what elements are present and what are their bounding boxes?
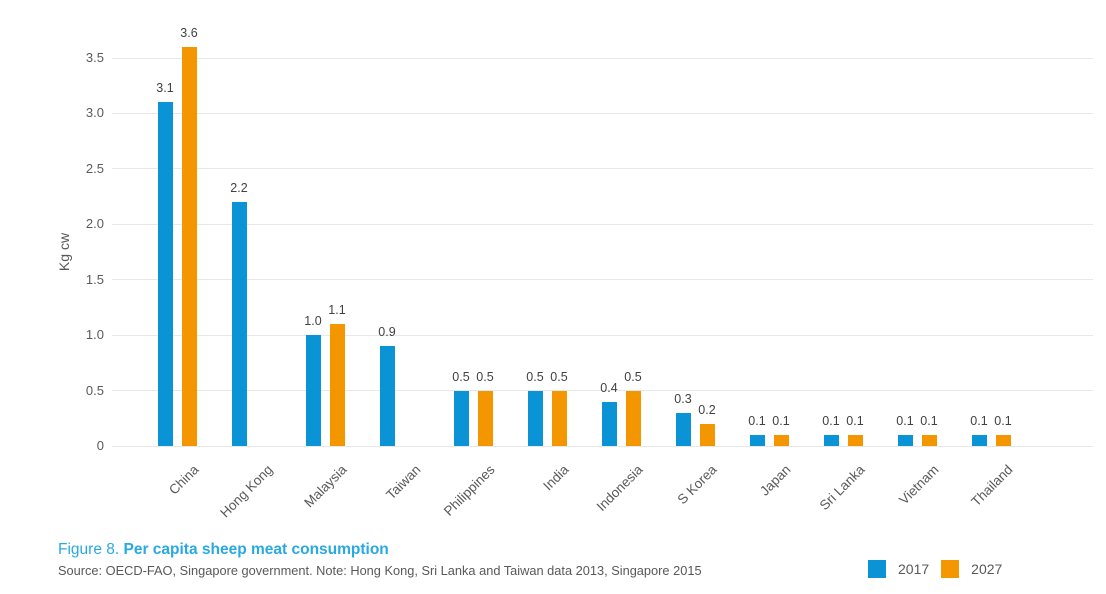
value-label-2027-malaysia: 1.1 <box>328 303 346 317</box>
bar-chart-plot-area: 0 0.5 1.0 1.5 2.0 2.5 3.0 3.5 3.1 3.6 China 2.2 Hong… <box>86 26 1093 520</box>
bar-2017-india <box>527 391 543 446</box>
value-label-2027-indonesia: 0.5 <box>624 370 642 384</box>
bar-2017-malaysia <box>305 335 321 446</box>
value-label-2027-sri-lanka: 0.1 <box>846 414 864 428</box>
y-tick-label-0.5: 0.5 <box>85 382 104 398</box>
gridline-y-0 <box>112 445 1093 447</box>
y-tick-label-2.0: 2.0 <box>85 216 104 232</box>
value-label-2027-japan: 0.1 <box>772 414 790 428</box>
gridline-y-2.5 <box>112 168 1093 170</box>
figure-caption: Figure 8. Per capita sheep meat consumpt… <box>58 541 389 559</box>
value-label-2017-indonesia: 0.4 <box>600 381 618 395</box>
bar-2017-japan <box>749 435 765 446</box>
bar-2017-s-korea <box>675 413 691 446</box>
bar-2027-vietnam <box>921 435 937 446</box>
gridline-y-3.0 <box>112 112 1093 114</box>
figure-caption-label: Figure 8. <box>58 541 120 558</box>
y-tick-label-3.5: 3.5 <box>85 50 104 65</box>
bar-2027-sri-lanka <box>847 435 863 446</box>
value-label-2017-vietnam: 0.1 <box>896 414 914 428</box>
value-label-2017-japan: 0.1 <box>748 414 766 428</box>
legend-label-2027: 2027 <box>971 561 1003 577</box>
legend-swatch-2017-icon <box>868 560 886 578</box>
value-label-2027-s-korea: 0.2 <box>698 403 716 417</box>
bar-2027-japan <box>773 435 789 446</box>
y-axis-title: Kg cw <box>56 232 72 272</box>
legend-label-2017: 2017 <box>898 561 930 577</box>
gridline-y-1.0 <box>112 334 1093 336</box>
bar-2027-malaysia <box>329 324 345 446</box>
value-label-2017-sri-lanka: 0.1 <box>822 414 840 428</box>
y-tick-label-1.5: 1.5 <box>85 271 104 287</box>
y-tick-label-0: 0 <box>96 438 104 453</box>
y-tick-label-3.0: 3.0 <box>85 105 104 121</box>
bar-2027-s-korea <box>699 424 715 446</box>
gridline-y-1.5 <box>112 279 1093 281</box>
bar-2017-hong-kong <box>231 202 247 446</box>
legend-swatch-2027-icon <box>941 560 960 578</box>
bar-2027-india <box>551 391 567 446</box>
bar-2027-indonesia <box>625 391 641 446</box>
gridline-y-0.5 <box>112 390 1093 392</box>
bar-2017-philippines <box>453 391 469 446</box>
bar-2027-philippines <box>477 391 493 446</box>
bar-2017-indonesia <box>601 402 617 446</box>
bar-2017-thailand <box>971 435 987 446</box>
value-label-2027-india: 0.5 <box>550 370 568 384</box>
value-label-2027-vietnam: 0.1 <box>920 414 938 428</box>
value-label-2017-china: 3.1 <box>156 81 174 95</box>
value-label-2017-hong-kong: 2.2 <box>230 181 248 195</box>
gridline-y-3.5 <box>112 57 1093 59</box>
bar-2027-china <box>181 47 197 446</box>
value-label-2017-philippines: 0.5 <box>452 370 470 384</box>
value-label-2017-taiwan: 0.9 <box>378 325 396 339</box>
bar-2017-taiwan <box>379 346 395 446</box>
gridline-y-2.0 <box>112 223 1093 225</box>
value-label-2017-malaysia: 1.0 <box>304 314 322 328</box>
source-note: Source: OECD-FAO, Singapore government. … <box>58 563 702 578</box>
legend-item-2027: 2027 <box>941 560 1002 578</box>
value-label-2017-s-korea: 0.3 <box>674 392 692 406</box>
value-label-2027-thailand: 0.1 <box>994 414 1012 428</box>
value-label-2017-india: 0.5 <box>526 370 544 384</box>
y-tick-label-2.5: 2.5 <box>85 160 104 176</box>
value-label-2017-thailand: 0.1 <box>970 414 988 428</box>
chart-legend: 2017 2027 <box>868 560 1002 578</box>
bar-2017-sri-lanka <box>823 435 839 446</box>
figure-caption-title: Per capita sheep meat consumption <box>123 541 389 558</box>
bar-2027-thailand <box>995 435 1011 446</box>
legend-item-2017: 2017 <box>868 560 929 578</box>
y-tick-label-1.0: 1.0 <box>85 327 104 343</box>
bar-2017-china <box>157 102 173 446</box>
bar-2017-vietnam <box>897 435 913 446</box>
value-label-2027-china: 3.6 <box>180 26 198 40</box>
value-label-2027-philippines: 0.5 <box>476 370 494 384</box>
